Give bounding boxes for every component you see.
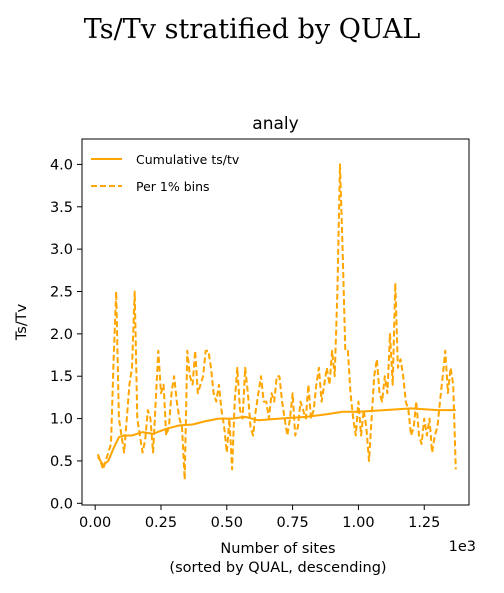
y-tick-label: 1.0 <box>50 412 73 428</box>
x-axis-sublabel: (sorted by QUAL, descending) <box>169 560 386 576</box>
y-tick-label: 3.5 <box>50 200 73 216</box>
x-tick-label: 0.50 <box>211 515 243 531</box>
series-line-per-bin <box>98 164 456 479</box>
x-tick-label: 0.00 <box>79 515 111 531</box>
x-tick-label: 0.75 <box>276 515 308 531</box>
y-tick-label: 3.0 <box>50 242 73 258</box>
legend: Cumulative ts/tv Per 1% bins <box>91 152 240 194</box>
x-axis-ticks: 0.00 0.25 0.50 0.75 1.00 1.25 <box>79 505 440 531</box>
x-tick-label: 0.25 <box>145 515 177 531</box>
y-tick-label: 2.0 <box>50 327 73 343</box>
x-tick-label: 1.00 <box>342 515 374 531</box>
y-tick-label: 1.5 <box>50 369 73 385</box>
legend-label-per-bin: Per 1% bins <box>136 179 210 194</box>
plot-title: analy <box>252 114 298 134</box>
x-axis-offset-text: 1e3 <box>449 539 476 555</box>
y-axis-label: Ts/Tv <box>14 303 30 341</box>
x-tick-label: 1.25 <box>408 515 440 531</box>
x-axis-label: Number of sites <box>220 541 335 557</box>
y-tick-label: 0.0 <box>50 496 73 512</box>
y-axis-ticks: 0.0 0.5 1.0 1.5 2.0 2.5 3.0 3.5 4.0 <box>50 157 82 512</box>
y-tick-label: 2.5 <box>50 285 73 301</box>
y-tick-label: 0.5 <box>50 454 73 470</box>
legend-label-cumulative: Cumulative ts/tv <box>136 152 240 167</box>
y-tick-label: 4.0 <box>50 157 73 173</box>
series-layer <box>98 164 456 479</box>
